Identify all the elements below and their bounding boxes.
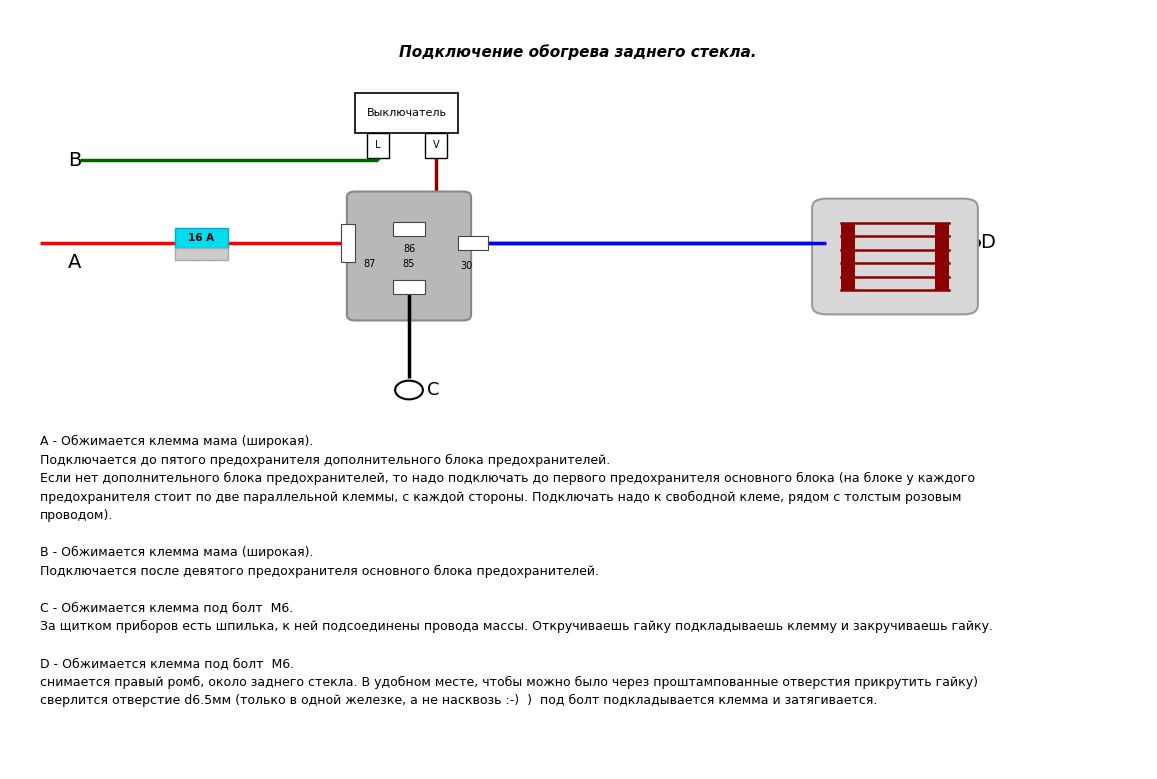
Text: Выключатель: Выключатель [367, 108, 447, 118]
Text: С - Обжимается клемма под болт  М6.: С - Обжимается клемма под болт М6. [40, 601, 293, 615]
Bar [935, 223, 949, 290]
Bar [341, 224, 355, 262]
Text: Если нет дополнительного блока предохранителей, то надо подключать до первого пр: Если нет дополнительного блока предохран… [40, 472, 975, 485]
FancyBboxPatch shape [175, 228, 228, 248]
Text: сверлится отверстие d6.5мм (только в одной железке, а не насквозь :-)  )  под бо: сверлится отверстие d6.5мм (только в одн… [40, 694, 877, 707]
Text: 87: 87 [363, 259, 375, 269]
Bar [175, 248, 228, 260]
Text: D: D [980, 234, 995, 252]
Bar [393, 222, 425, 236]
Bar [841, 223, 855, 290]
Bar [367, 133, 389, 158]
Text: снимается правый ромб, около заднего стекла. В удобном месте, чтобы можно было ч: снимается правый ромб, около заднего сте… [40, 675, 978, 689]
Text: Подключение обогрева заднего стекла.: Подключение обогрева заднего стекла. [399, 44, 757, 60]
Text: 86: 86 [403, 244, 415, 254]
Bar [458, 236, 488, 250]
FancyBboxPatch shape [347, 192, 471, 320]
Text: L: L [375, 140, 381, 150]
Text: V: V [433, 140, 440, 150]
Text: 30: 30 [460, 261, 472, 271]
FancyBboxPatch shape [812, 199, 978, 315]
Text: Подключается после девятого предохранителя основного блока предохранителей.: Подключается после девятого предохраните… [40, 565, 599, 577]
Text: D - Обжимается клемма под болт  М6.: D - Обжимается клемма под болт М6. [40, 657, 294, 670]
Text: проводом).: проводом). [40, 509, 113, 522]
Text: А - Обжимается клемма мама (широкая).: А - Обжимается клемма мама (широкая). [40, 435, 314, 448]
Text: А: А [68, 253, 82, 272]
Text: Подключается до пятого предохранителя дополнительного блока предохранителей.: Подключается до пятого предохранителя до… [40, 453, 610, 467]
Text: За щитком приборов есть шпилька, к ней подсоединены провода массы. Откручиваешь : За щитком приборов есть шпилька, к ней п… [40, 620, 993, 633]
Text: 16 A: 16 A [189, 233, 214, 243]
Text: 85: 85 [403, 259, 415, 269]
Text: В: В [68, 150, 82, 170]
Text: В - Обжимается клемма мама (широкая).: В - Обжимается клемма мама (широкая). [40, 546, 314, 559]
Bar [425, 133, 447, 158]
Bar [393, 280, 425, 294]
Text: С: С [427, 381, 440, 399]
FancyBboxPatch shape [355, 93, 458, 133]
Text: предохранителя стоит по две параллельной клеммы, с каждой стороны. Подключать на: предохранителя стоит по две параллельной… [40, 491, 961, 503]
